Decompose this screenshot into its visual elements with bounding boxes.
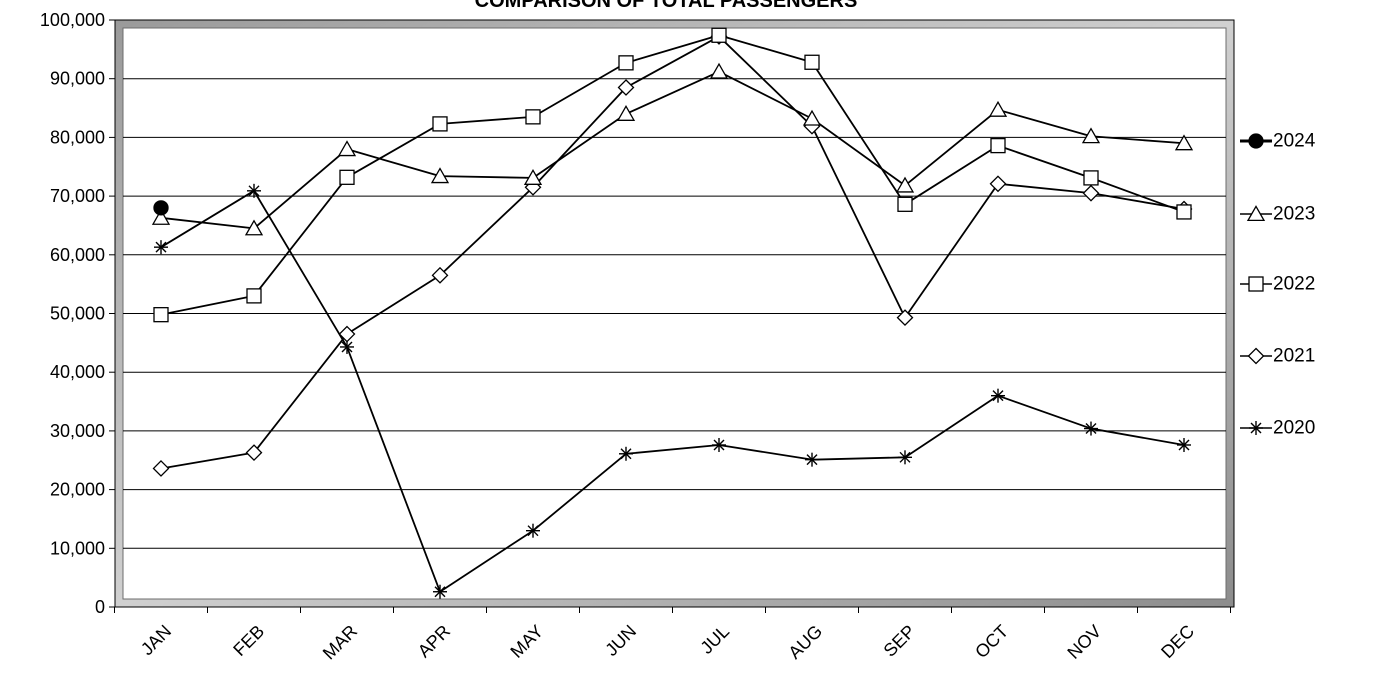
series-line-2020 — [160, 189, 1185, 593]
series-2023 — [151, 62, 1194, 236]
series-2024 — [153, 200, 169, 216]
legend-label: 2020 — [1273, 418, 1315, 439]
legend-entry-2023: 2023 — [1240, 204, 1315, 225]
data-point-2023 — [523, 168, 543, 185]
x-tick-label: JAN — [137, 621, 175, 659]
x-tick-label: MAR — [319, 621, 361, 663]
y-tick-label: 100,000 — [40, 10, 105, 30]
data-point-2021 — [338, 325, 356, 343]
y-tick-label: 80,000 — [50, 127, 105, 147]
data-point-2020 — [1084, 421, 1098, 436]
data-point-2020 — [433, 584, 447, 599]
data-point-2021 — [245, 444, 263, 462]
data-point-2022 — [618, 55, 634, 71]
y-tick-label: 0 — [95, 597, 105, 617]
legend-marker — [1249, 421, 1263, 435]
series-2022 — [153, 27, 1192, 323]
series-line-2023 — [160, 70, 1185, 230]
data-point-2023 — [709, 62, 729, 79]
chart-title: COMPARISON OF TOTAL PASSENGERS — [475, 0, 858, 12]
data-point-2020 — [619, 446, 633, 461]
data-point-2023 — [616, 105, 636, 121]
data-point-2021 — [617, 79, 635, 96]
legend-label: 2024 — [1273, 131, 1316, 152]
legend-entry-2022: 2022 — [1240, 274, 1315, 295]
data-point-2021 — [989, 175, 1007, 193]
data-point-2021 — [431, 266, 449, 284]
series-line-2022 — [160, 34, 1185, 316]
series-2020 — [154, 183, 1191, 599]
y-tick-label: 70,000 — [50, 186, 105, 206]
data-point-2023 — [337, 140, 357, 157]
x-tick-label: SEP — [880, 621, 920, 661]
data-point-2022 — [711, 27, 727, 43]
data-point-2023 — [1081, 127, 1101, 144]
x-tick-label: MAY — [506, 621, 547, 662]
y-tick-label: 90,000 — [50, 69, 105, 89]
data-point-2022 — [339, 169, 355, 185]
data-point-2022 — [1083, 170, 1099, 186]
data-point-2023 — [1174, 134, 1194, 151]
data-point-2022 — [897, 196, 913, 212]
x-tick-label: JUN — [601, 621, 640, 660]
data-point-2020 — [1177, 437, 1191, 452]
data-point-2022 — [804, 54, 820, 70]
x-tick-label: APR — [414, 621, 454, 661]
data-point-2023 — [988, 100, 1008, 117]
data-point-2020 — [154, 240, 168, 255]
data-point-2023 — [802, 109, 822, 126]
legend-marker — [1246, 205, 1266, 222]
data-point-2023 — [151, 208, 171, 225]
series-line-2021 — [160, 35, 1185, 470]
y-tick-label: 60,000 — [50, 245, 105, 265]
data-point-2022 — [990, 137, 1006, 154]
data-point-2020 — [991, 388, 1005, 403]
x-tick-label: NOV — [1063, 621, 1105, 663]
data-point-2021 — [896, 309, 914, 327]
legend-entry-2021: 2021 — [1240, 346, 1315, 367]
data-point-2023 — [895, 176, 915, 193]
x-tick-label: JUL — [696, 621, 733, 658]
data-point-2022 — [1176, 204, 1192, 220]
y-tick-label: 20,000 — [50, 480, 105, 500]
data-point-2020 — [805, 452, 819, 467]
gridlines — [123, 78, 1226, 549]
data-point-2023 — [244, 219, 264, 236]
data-point-2024 — [153, 200, 169, 216]
data-point-2021 — [1082, 184, 1100, 202]
legend-label: 2023 — [1273, 204, 1315, 225]
x-tick-label: FEB — [229, 621, 268, 660]
data-point-2021 — [152, 460, 170, 477]
x-tick-label: OCT — [971, 621, 1012, 662]
axes — [109, 19, 1231, 613]
y-tick-label: 10,000 — [50, 538, 105, 558]
x-tick-label: DEC — [1157, 621, 1198, 662]
legend-entry-2024: 2024 — [1240, 131, 1316, 152]
x-tick-label: AUG — [784, 621, 826, 663]
data-point-2020 — [898, 450, 912, 465]
data-point-2020 — [526, 523, 540, 538]
data-point-2022 — [432, 116, 448, 132]
x-axis-tick-labels: JAN FEB MAR APR MAY JUN JUL AUG SEP OCT NOV DEC — [137, 621, 1198, 663]
data-point-2022 — [153, 307, 169, 323]
data-point-2022 — [525, 109, 541, 125]
y-tick-label: 30,000 — [50, 421, 105, 441]
data-point-2022 — [246, 288, 262, 304]
data-point-2020 — [712, 437, 726, 452]
y-axis-tick-labels: 0 10,000 20,000 30,000 40,000 50,000 60,000 70,… — [40, 10, 105, 617]
legend-label: 2022 — [1273, 274, 1315, 295]
data-point-2023 — [430, 167, 450, 184]
legend-marker — [1247, 347, 1265, 365]
legend-label: 2021 — [1273, 346, 1315, 367]
y-tick-label: 50,000 — [50, 304, 105, 324]
series-lines — [151, 27, 1194, 599]
legend-marker — [1248, 133, 1264, 149]
data-point-2020 — [247, 183, 261, 198]
y-tick-label: 40,000 — [50, 362, 105, 382]
legend: 2024 2023 2022 2021 2020 — [1240, 131, 1316, 439]
legend-marker — [1248, 276, 1264, 292]
legend-entry-2020: 2020 — [1240, 418, 1315, 439]
